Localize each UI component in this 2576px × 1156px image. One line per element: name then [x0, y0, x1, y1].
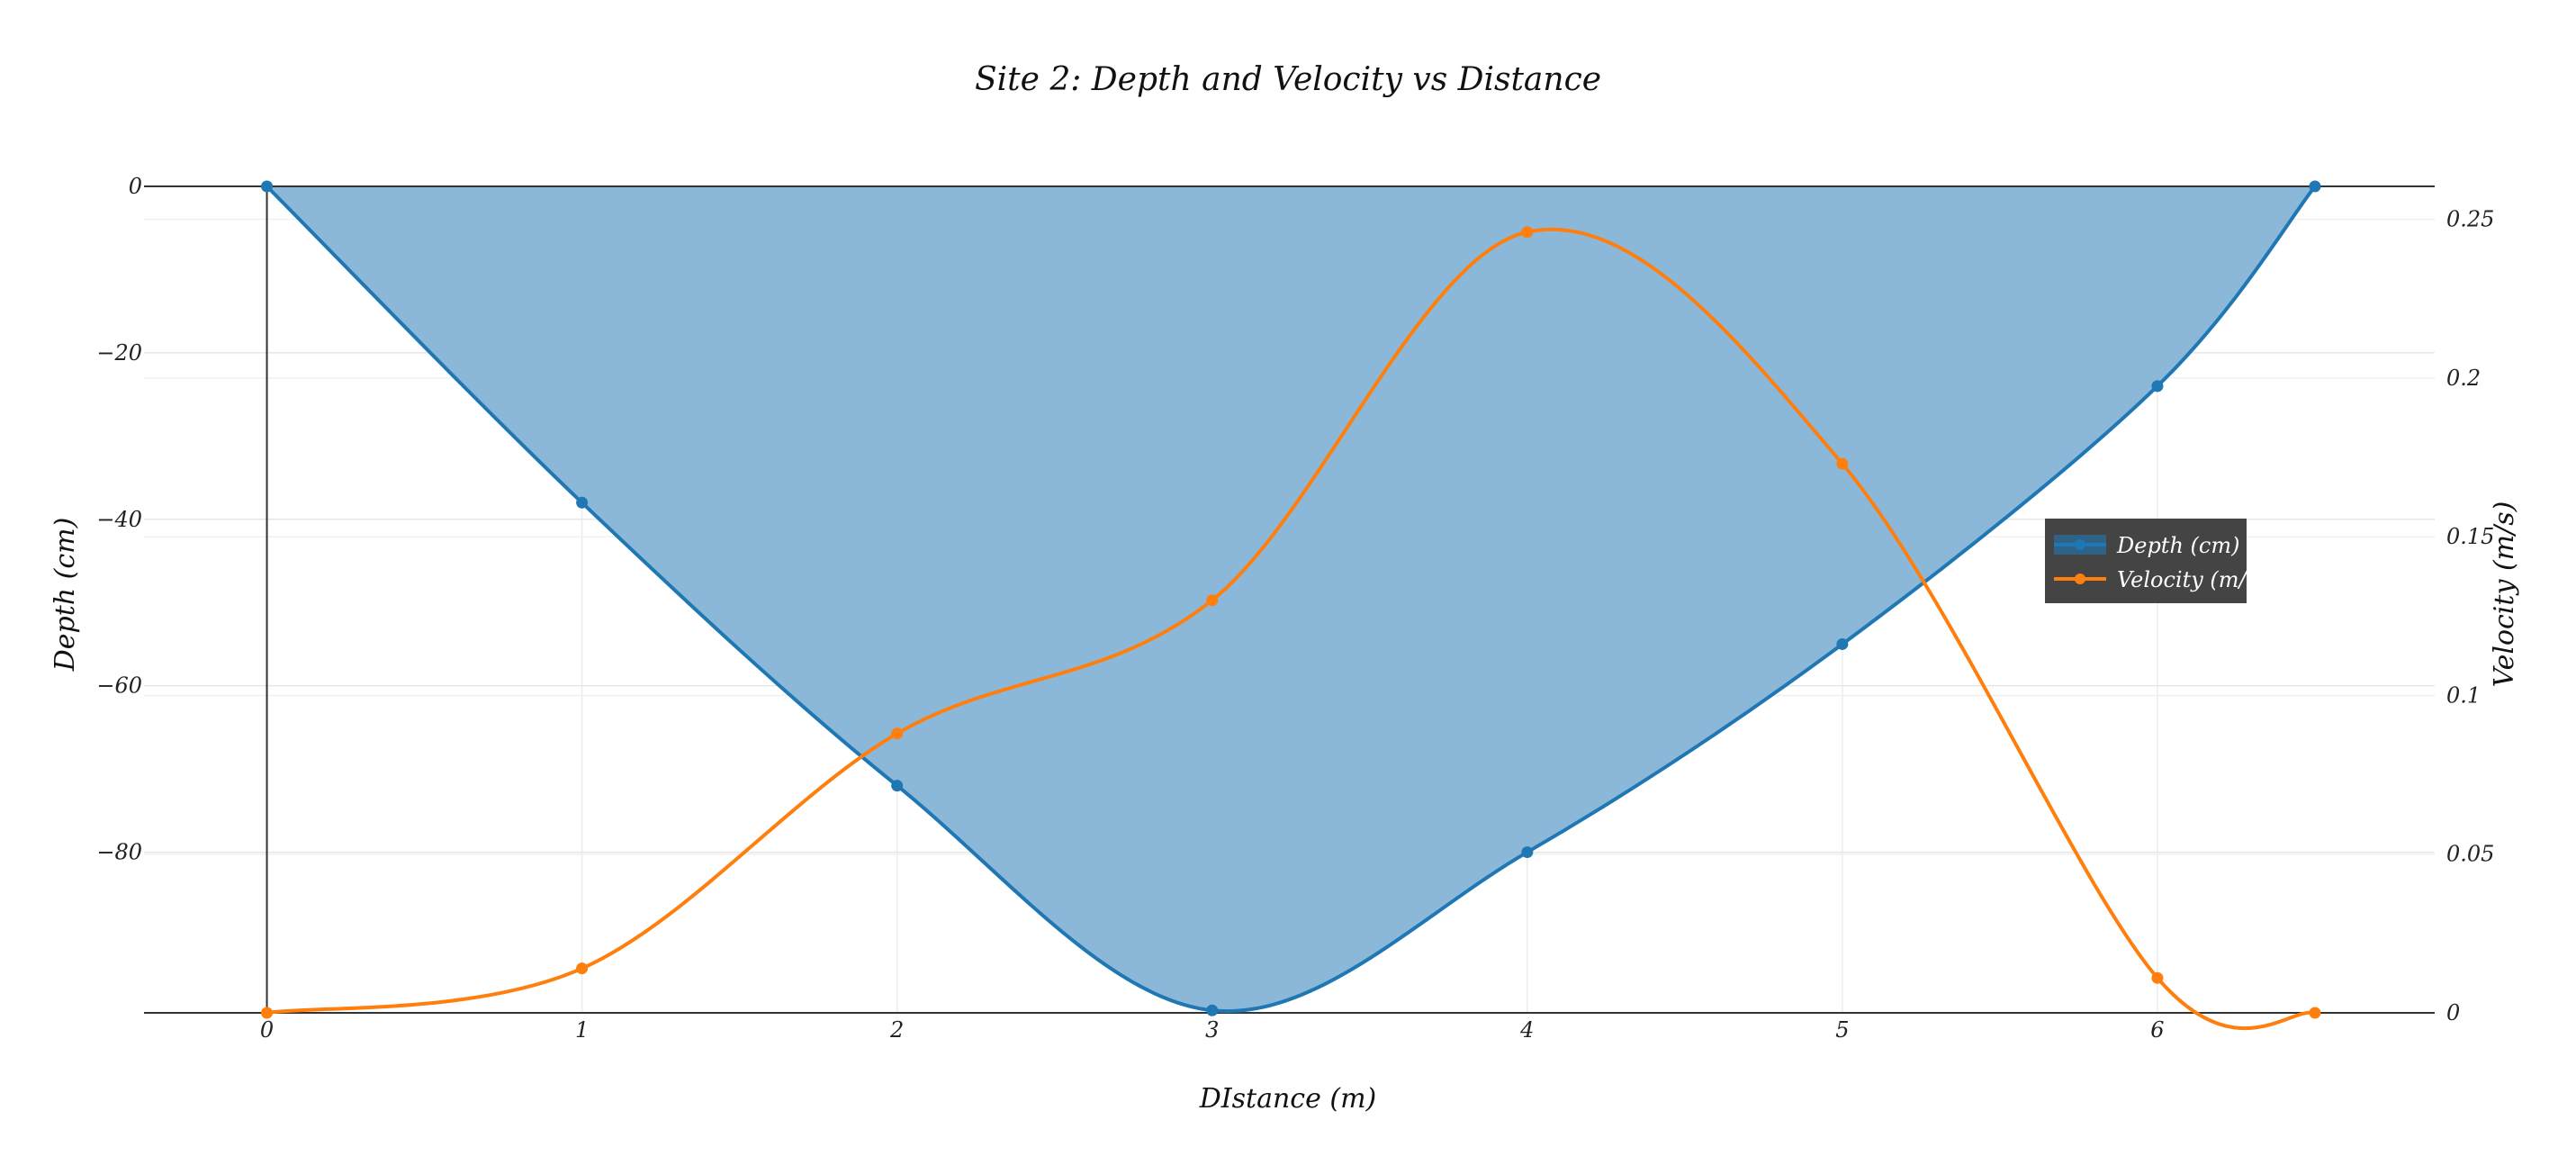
x-tick-label: 3	[1205, 1017, 1219, 1043]
legend-label-velocity: Velocity (m/s)	[2117, 567, 2265, 592]
data-point-depth	[261, 180, 274, 193]
y-axis-label: Depth (cm)	[50, 518, 81, 673]
y2-tick-label: 0.15	[2446, 524, 2494, 549]
data-point-velocity	[891, 727, 904, 740]
y2-axis-label: Velocity (m/s)	[2489, 501, 2520, 688]
x-tick-label: 5	[1835, 1017, 1849, 1043]
data-point-depth	[1836, 637, 1849, 650]
chart-title: Site 2: Depth and Velocity vs Distance	[975, 61, 1601, 98]
legend: Depth (cm) Velocity (m/s)	[2045, 519, 2265, 603]
series-line-velocity	[266, 227, 2316, 1031]
series-line-depth	[266, 185, 2317, 1014]
y2-tick-label: 0.2	[2446, 366, 2481, 391]
data-point-depth	[1206, 1004, 1219, 1016]
series-lines	[266, 185, 2317, 1031]
legend-box	[2045, 519, 2247, 603]
legend-marker-velocity	[2075, 573, 2085, 584]
data-point-depth	[1521, 846, 1534, 859]
y-tick-label: −60	[96, 673, 142, 699]
y-tick-label: 0	[129, 174, 142, 199]
area-fill-depth	[266, 186, 2315, 1012]
data-point-velocity	[576, 962, 589, 975]
legend-marker-depth	[2075, 539, 2085, 550]
y2-tick-label: 0.25	[2446, 207, 2494, 232]
data-point-depth	[2309, 180, 2321, 193]
data-point-velocity	[261, 1007, 274, 1019]
y-tick-label: −40	[96, 507, 142, 532]
data-point-velocity	[2309, 1007, 2321, 1019]
data-point-velocity	[2151, 971, 2164, 984]
x-tick-label: 1	[575, 1017, 589, 1043]
data-point-depth	[576, 496, 589, 509]
y2-tick-label: 0.05	[2446, 842, 2494, 867]
data-point-depth	[2151, 380, 2164, 393]
axes	[144, 185, 2435, 1014]
x-tick-label: 4	[1519, 1017, 1534, 1043]
legend-label-depth: Depth (cm)	[2116, 533, 2239, 558]
tick-labels: 0 1 2 3 4 5 6 0 −20 −40 −60 −80 0 0.05 0.1 0.15 0.2 0.25	[96, 174, 2494, 1043]
x-tick-label: 2	[889, 1017, 904, 1043]
series-points	[261, 180, 2321, 1019]
y-tick-label: −20	[96, 340, 142, 366]
data-point-velocity	[1836, 457, 1849, 470]
y2-tick-label: 0.1	[2446, 682, 2481, 708]
fill-layer	[266, 186, 2315, 1012]
y2-tick-label: 0	[2446, 1000, 2460, 1025]
data-point-velocity	[1206, 594, 1219, 607]
x-tick-label: 6	[2150, 1017, 2164, 1043]
x-axis-label: DIstance (m)	[1199, 1083, 1377, 1115]
x-tick-label: 0	[260, 1017, 274, 1043]
data-point-velocity	[1521, 226, 1534, 239]
data-point-depth	[891, 780, 904, 792]
y-tick-label: −80	[96, 840, 142, 865]
